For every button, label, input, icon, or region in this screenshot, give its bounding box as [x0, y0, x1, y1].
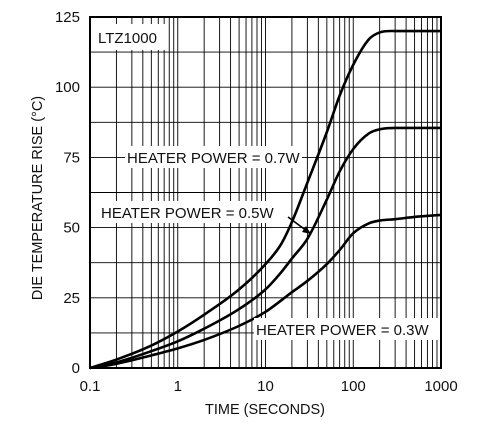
annotation-bg-0.5w — [99, 201, 286, 223]
annotation-0.3w: HEATER POWER = 0.3W — [256, 322, 430, 339]
y-tick-label: 0 — [72, 360, 80, 377]
ticks-layer: 0.1 1 10 100 1000 0 25 50 75 100 125 — [55, 9, 458, 395]
series-layer — [89, 29, 442, 370]
x-tick-label: 1 — [174, 378, 182, 395]
grid — [90, 17, 441, 368]
inset-label-box — [95, 24, 167, 50]
y-tick-label: 125 — [55, 9, 80, 26]
series-line-0.7w — [89, 29, 441, 370]
annotation-0.5w: HEATER POWER = 0.5W — [101, 205, 275, 222]
series-line-0.5w — [89, 126, 441, 370]
x-tick-label: 1000 — [424, 378, 457, 395]
plot-frame — [89, 16, 442, 369]
y-tick-label: 50 — [63, 220, 80, 237]
x-tick-label: 0.1 — [80, 378, 101, 395]
y-axis-title: DIE TEMPERATURE RISE (°C) — [30, 96, 46, 300]
x-axis-title: TIME (SECONDS) — [205, 402, 325, 418]
x-tick-label: 10 — [257, 378, 274, 395]
annotation-0.7w: HEATER POWER = 0.7W — [127, 150, 301, 167]
y-tick-label: 25 — [63, 290, 80, 307]
x-tick-label: 100 — [341, 378, 366, 395]
annotation-arrowhead — [302, 226, 311, 234]
y-tick-label: 100 — [55, 79, 80, 96]
annotation-bg-0.7w — [125, 146, 302, 168]
inset-label: LTZ1000 — [98, 30, 157, 47]
series-line-0.3w — [89, 213, 442, 370]
annotation-bg-0.3w — [254, 318, 440, 340]
y-tick-label: 75 — [63, 149, 80, 166]
